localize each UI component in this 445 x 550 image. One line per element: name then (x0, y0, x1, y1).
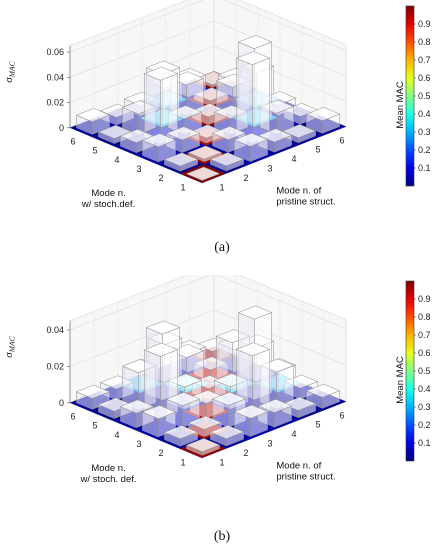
bar-sigma (209, 425, 245, 447)
colorbar-tick-label: 0.3 (418, 127, 431, 137)
bar3d-chart-a: 0 0.02 0.04 0.06 σMAC 1 2 3 4 5 6 Mode n. w/ stoch.d… (3, 0, 431, 255)
x-axis: 1 2 3 4 5 6 (70, 136, 185, 192)
y-tick-label: 4 (291, 429, 296, 439)
bar-sigma (235, 51, 271, 144)
bar-sigma (75, 108, 111, 135)
colorbar-tick-label: 0.5 (418, 366, 431, 376)
x-axis-label: Mode n. w/ stoch. def. (80, 463, 137, 485)
x-tick-label: 1 (180, 457, 185, 467)
x-tick-label: 6 (70, 136, 75, 146)
y-axis: 1 2 3 4 5 6 (219, 410, 344, 467)
z-axis-label: σMAC (3, 335, 17, 357)
y-tick-label: 2 (243, 173, 248, 183)
z-tick-label: 0.02 (46, 98, 64, 108)
bar-sigma (143, 342, 179, 419)
colorbar-tick-label: 0.1 (418, 163, 431, 173)
colorbar-tick-label: 0.2 (418, 145, 431, 155)
y-tick-label: 3 (267, 439, 272, 449)
sigma-bars (75, 305, 341, 456)
bar-sigma (233, 132, 269, 162)
y-tick-label: 1 (219, 182, 224, 192)
colorbar-tick-label: 0.9 (418, 19, 431, 29)
y-tick-label: 5 (315, 420, 320, 430)
chart-panel-a: 0 0.02 0.04 0.06 σMAC 1 2 3 4 5 6 Mode n. w/ stoch.d… (3, 0, 431, 255)
x-tick-label: 6 (70, 411, 75, 421)
colorbar-tick-label: 0.6 (418, 348, 431, 358)
bar-sigma (163, 425, 199, 447)
colorbar-gradient (405, 280, 415, 462)
z-axis-label: σMAC (3, 60, 17, 82)
colorbar-tick-label: 0.4 (418, 384, 431, 394)
z-tick-label: 0.06 (46, 47, 64, 57)
y-tick-label: 1 (219, 457, 224, 467)
y-tick-label: 5 (315, 145, 320, 155)
x-tick-label: 3 (136, 439, 141, 449)
colorbar-tick-label: 0.6 (418, 73, 431, 83)
z-tick-label: 0 (59, 398, 64, 408)
colorbar-tick-label: 0.8 (418, 312, 431, 322)
bar-sigma (75, 384, 111, 410)
chart-panel-b: 0 0.02 0.04 σMAC 1 2 3 4 5 6 Mode n. w/ stoch. def.… (0, 275, 445, 550)
bar-sigma (187, 415, 223, 438)
y-tick-label: 2 (243, 448, 248, 458)
bar-sigma (305, 107, 341, 134)
bar-sigma (187, 145, 223, 163)
colorbar-tick-label: 0.8 (418, 37, 431, 47)
colorbar-tick-label: 0.4 (418, 109, 431, 119)
x-axis-label: Mode n. w/ stoch.def. (81, 188, 135, 210)
colorbar-gradient (405, 5, 415, 187)
y-axis-label: Mode n. of pristine struct. (276, 460, 335, 482)
x-tick-label: 4 (114, 155, 119, 165)
y-axis-label: Mode n. of pristine struct. (276, 185, 335, 207)
x-tick-label: 5 (92, 421, 97, 431)
bar3d-chart-b: 0 0.02 0.04 σMAC 1 2 3 4 5 6 Mode n. w/ stoch. def.… (3, 275, 431, 544)
bar-sigma (141, 405, 177, 438)
bar-sigma (141, 133, 177, 163)
x-axis: 1 2 3 4 5 6 (70, 411, 185, 467)
colorbar-tick-label: 0.3 (418, 402, 431, 412)
colorbar-label: Mean MAC (395, 81, 406, 129)
bar-sigma (163, 152, 199, 172)
bar-sigma (209, 152, 245, 172)
z-axis: 0 0.02 0.04 (46, 320, 71, 408)
x-tick-label: 2 (158, 448, 163, 458)
x-tick-label: 5 (92, 146, 97, 156)
bar-sigma (185, 438, 221, 456)
colorbar-label: Mean MAC (395, 356, 406, 404)
z-axis: 0 0.02 0.04 0.06 (46, 45, 71, 133)
z-tick-label: 0.02 (46, 361, 64, 371)
x-tick-label: 4 (114, 430, 119, 440)
bar-sigma (305, 383, 341, 409)
colorbar: 0.1 0.2 0.3 0.4 0.5 0.6 0.7 0.8 0.9 Mean MAC (395, 5, 431, 187)
colorbar-tick-label: 0.5 (418, 91, 431, 101)
x-tick-label: 2 (158, 173, 163, 183)
z-tick-label: 0.04 (46, 72, 64, 82)
panel-label: (a) (214, 240, 230, 255)
y-axis: 1 2 3 4 5 6 (219, 135, 344, 192)
z-tick-label: 0 (59, 123, 64, 133)
panel-label: (b) (214, 529, 231, 544)
colorbar: 0.1 0.2 0.3 0.4 0.5 0.6 0.7 0.8 0.9 Mean MAC (395, 280, 431, 462)
sigma-bars (75, 35, 341, 181)
y-tick-label: 6 (339, 135, 344, 145)
x-tick-label: 1 (180, 182, 185, 192)
colorbar-tick-label: 0.1 (418, 438, 431, 448)
z-tick-label: 0.04 (46, 325, 64, 335)
bar-sigma (185, 166, 221, 181)
x-tick-label: 3 (136, 164, 141, 174)
colorbar-tick-label: 0.7 (418, 55, 431, 65)
y-tick-label: 6 (339, 410, 344, 420)
colorbar-tick-label: 0.7 (418, 330, 431, 340)
y-tick-label: 3 (267, 164, 272, 174)
colorbar-tick-label: 0.9 (418, 294, 431, 304)
colorbar-tick-label: 0.2 (418, 420, 431, 430)
y-tick-label: 4 (291, 154, 296, 164)
